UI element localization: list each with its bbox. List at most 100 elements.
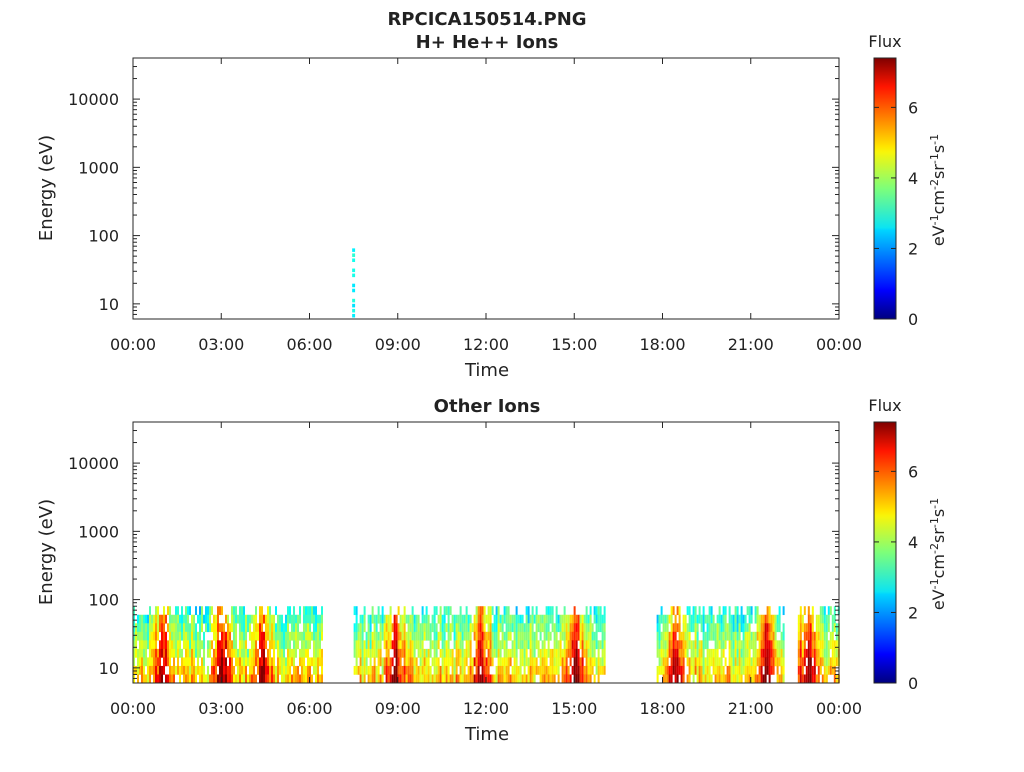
flux-cell xyxy=(139,640,141,650)
flux-cell xyxy=(732,623,735,633)
flux-cell xyxy=(561,674,564,684)
flux-cell xyxy=(435,623,438,633)
flux-cell xyxy=(417,640,420,650)
flux-cell xyxy=(365,665,368,675)
flux-cell xyxy=(367,640,370,650)
flux-cell xyxy=(525,648,528,658)
y-tick-label: 1000 xyxy=(78,522,119,541)
flux-cell xyxy=(684,623,687,633)
flux-cell xyxy=(309,606,311,616)
flux-cell xyxy=(523,657,526,667)
flux-cell xyxy=(603,614,606,624)
flux-cell xyxy=(807,614,810,624)
flux-cell xyxy=(453,640,456,650)
flux-cell xyxy=(678,606,681,616)
flux-cell xyxy=(477,606,480,616)
flux-cell xyxy=(361,614,364,624)
flux-cell xyxy=(750,606,753,616)
flux-cell xyxy=(299,606,301,616)
flux-cell xyxy=(281,640,283,650)
flux-cell xyxy=(231,623,233,633)
flux-cell xyxy=(267,665,269,675)
flux-cell xyxy=(774,657,777,667)
flux-cell xyxy=(223,648,225,658)
flux-cell xyxy=(467,648,470,658)
flux-cell xyxy=(577,631,580,641)
flux-cell xyxy=(243,674,245,684)
flux-cell xyxy=(269,606,271,616)
flux-cell xyxy=(754,665,757,675)
flux-cell xyxy=(427,657,430,667)
flux-cell xyxy=(589,657,592,667)
flux-cell xyxy=(511,648,514,658)
flux-cell xyxy=(738,614,741,624)
flux-cell xyxy=(401,631,404,641)
flux-cell xyxy=(688,657,691,667)
flux-cell xyxy=(389,674,392,684)
flux-cell xyxy=(692,614,695,624)
flux-cell xyxy=(692,640,695,650)
flux-cell xyxy=(317,674,319,684)
flux-cell xyxy=(235,606,237,616)
flux-cell xyxy=(692,606,695,616)
flux-cell xyxy=(585,614,588,624)
flux-cell xyxy=(357,648,360,658)
flux-cell xyxy=(267,623,269,633)
flux-cell xyxy=(469,665,472,675)
flux-cell xyxy=(449,657,452,667)
flux-cell xyxy=(147,631,149,641)
flux-cell xyxy=(241,623,243,633)
flux-cell xyxy=(694,648,697,658)
flux-cell xyxy=(179,631,181,641)
flux-cell xyxy=(686,631,689,641)
flux-cell xyxy=(421,665,424,675)
flux-cell xyxy=(185,631,187,641)
flux-cell xyxy=(545,606,548,616)
flux-cell xyxy=(545,648,548,658)
flux-cell xyxy=(231,657,233,667)
flux-cell xyxy=(712,648,715,658)
flux-cell xyxy=(179,614,181,624)
flux-cell xyxy=(281,631,283,641)
flux-cell xyxy=(674,614,677,624)
flux-cell xyxy=(710,657,713,667)
flux-cell xyxy=(215,614,217,624)
flux-cell xyxy=(676,665,679,675)
flux-cell xyxy=(225,640,227,650)
flux-cell xyxy=(371,640,374,650)
flux-cell xyxy=(287,657,289,667)
flux-cell xyxy=(491,623,494,633)
flux-cell xyxy=(809,665,812,675)
flux-cell xyxy=(463,631,466,641)
flux-cell xyxy=(497,665,500,675)
flux-cell xyxy=(583,640,586,650)
flux-cell xyxy=(575,648,578,658)
flux-cell xyxy=(245,623,247,633)
flux-cell xyxy=(273,614,275,624)
flux-cell xyxy=(694,640,697,650)
flux-cell xyxy=(419,674,422,684)
flux-cell xyxy=(505,657,508,667)
flux-cell xyxy=(593,631,596,641)
flux-cell xyxy=(459,657,462,667)
flux-cell xyxy=(403,640,406,650)
flux-cell xyxy=(141,631,143,641)
flux-cell xyxy=(423,665,426,675)
flux-cell xyxy=(133,640,135,650)
flux-cell xyxy=(674,665,677,675)
flux-cell xyxy=(521,631,524,641)
flux-cell xyxy=(201,640,203,650)
flux-cell xyxy=(141,614,143,624)
flux-cell xyxy=(275,606,277,616)
flux-cell xyxy=(557,614,560,624)
flux-cell xyxy=(708,606,711,616)
flux-cell xyxy=(439,648,442,658)
flux-cell xyxy=(686,657,689,667)
flux-cell xyxy=(313,665,315,675)
flux-cell xyxy=(413,631,416,641)
flux-cell xyxy=(513,648,516,658)
flux-cell xyxy=(694,631,697,641)
flux-cell xyxy=(227,631,229,641)
flux-cell xyxy=(447,674,450,684)
flux-cell xyxy=(255,657,257,667)
